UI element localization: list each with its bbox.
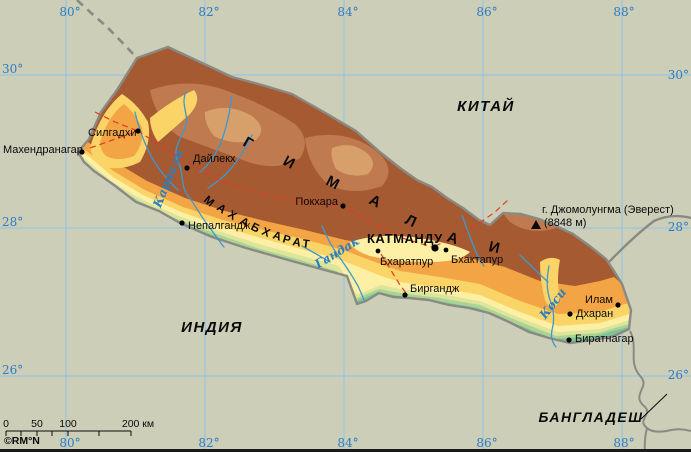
capital-label: КАТМАНДУ — [367, 231, 443, 246]
city-label: Махендранагар — [3, 144, 83, 156]
road-birganj — [380, 253, 407, 294]
road-northeast — [434, 199, 509, 247]
lon-label-top: 84° — [337, 5, 358, 19]
peak-elevation: (8848 м) — [544, 217, 586, 229]
lon-label-bottom: 82° — [198, 436, 219, 450]
river-kosi-tributary — [519, 254, 549, 283]
city-biratnagar: Биратнагар — [566, 333, 634, 345]
city-dot — [566, 337, 572, 343]
country-label-china: КИТАЙ — [457, 97, 515, 115]
lon-label-bottom: 86° — [476, 436, 497, 450]
scale-bar-labels: 0 50 100 200 км — [3, 418, 154, 430]
city-dot — [184, 165, 190, 171]
river-gandak-tributary — [301, 245, 331, 263]
river-tributary-west — [134, 111, 179, 191]
city-bhaktapur: Бхактапур — [443, 247, 503, 266]
scale-tick-label: 200 км — [122, 418, 154, 430]
road-west-border — [94, 111, 139, 132]
river-karnali-tributary — [199, 95, 233, 173]
city-label: Илам — [585, 294, 613, 306]
bangladesh-leader-line — [640, 393, 668, 420]
range-letter: А — [271, 230, 283, 244]
frame-bottom-bar — [0, 449, 691, 452]
road-east-west — [89, 130, 433, 248]
city-dot — [443, 247, 449, 253]
city-dot — [340, 203, 346, 209]
city-label: Покхара — [295, 196, 338, 208]
capital-dot — [431, 244, 439, 252]
city-nepalganj: Непалгандж — [179, 220, 251, 232]
city-label: Биргандж — [410, 283, 460, 295]
city-label: Бхаратпур — [380, 256, 433, 268]
river-east-stream — [461, 214, 485, 267]
city-label: Непалгандж — [188, 220, 251, 232]
lat-label-left: 28° — [2, 215, 23, 229]
city-dot — [179, 220, 185, 226]
roads — [89, 111, 509, 294]
nepal-border — [76, 45, 633, 345]
rivers — [134, 91, 557, 348]
city-dot — [375, 248, 381, 254]
range-letter: Т — [302, 238, 311, 251]
range-letter: Р — [281, 233, 292, 247]
city-dot — [615, 302, 621, 308]
city-label: Дхаран — [576, 308, 613, 320]
border-china-east — [607, 214, 691, 264]
mountain-triangle-icon — [531, 220, 541, 229]
city-label: Дайлекх — [193, 153, 236, 165]
range-letter: А — [445, 229, 461, 249]
lon-label-top: 88° — [613, 5, 634, 19]
peak-name: г. Джомолунгма (Эверест) — [542, 204, 674, 216]
city-dot — [567, 311, 573, 317]
lat-label-left: 30° — [2, 62, 23, 76]
scale-tick-label: 100 — [59, 418, 77, 430]
lon-label-top: 86° — [476, 5, 497, 19]
elevation-bands — [78, 83, 631, 343]
lat-label-right: 28° — [668, 220, 689, 234]
river-kosi — [546, 265, 557, 348]
range-letter: А — [291, 236, 302, 249]
lon-label-top: 80° — [59, 5, 80, 19]
city-label: Силгадхи — [88, 127, 136, 139]
city-pokhara: Покхара — [295, 196, 346, 209]
city-bharatpur: Бхаратпур — [375, 248, 433, 268]
lat-label-left: 26° — [2, 363, 23, 377]
city-silgadhi: Силгадхи — [88, 127, 141, 139]
scale-tick-label: 50 — [31, 418, 43, 430]
city-dot — [79, 149, 85, 155]
scale-bar — [5, 430, 132, 436]
peak-everest: г. Джомолунгма (Эверест) (8848 м) — [531, 204, 674, 229]
river-gandak — [321, 225, 365, 301]
lat-label-right: 26° — [668, 368, 689, 382]
city-dot — [402, 292, 408, 298]
lat-label-right: 30° — [668, 68, 689, 82]
city-ilam: Илам — [585, 294, 621, 308]
city-kathmandu: КАТМАНДУ — [367, 231, 443, 252]
city-label: Биратнагар — [575, 333, 634, 345]
scale-tick-label: 0 — [3, 418, 9, 430]
city-dailekh: Дайлекх — [184, 153, 236, 171]
lon-label-bottom: 88° — [613, 436, 634, 450]
city-dot — [135, 128, 141, 134]
lon-label-top: 82° — [198, 5, 219, 19]
lon-label-bottom: 80° — [59, 436, 80, 450]
city-birganj: Биргандж — [402, 283, 460, 298]
river-tributary-dailekh — [207, 134, 253, 189]
graticule-labels: 80° 82° 84° 86° 88° 80° 82° 84° 86° 88° … — [2, 5, 689, 450]
lon-label-bottom: 84° — [337, 436, 358, 450]
border-bangladesh — [629, 330, 691, 433]
city-mahendranagar: Махендранагар — [3, 144, 85, 156]
city-dharan: Дхаран — [567, 308, 613, 320]
cities: Махендранагар Силгадхи Дайлекх Непалганд… — [3, 127, 634, 345]
country-label-india: ИНДИЯ — [181, 319, 243, 336]
country-label-bangladesh: БАНГЛАДЕШ — [539, 409, 644, 425]
map-credit: ©RM°N — [4, 435, 40, 447]
nepal-territory — [76, 45, 633, 345]
city-label: Бхактапур — [451, 254, 503, 266]
range-letter: И — [487, 238, 501, 257]
river-karnali — [175, 91, 225, 248]
